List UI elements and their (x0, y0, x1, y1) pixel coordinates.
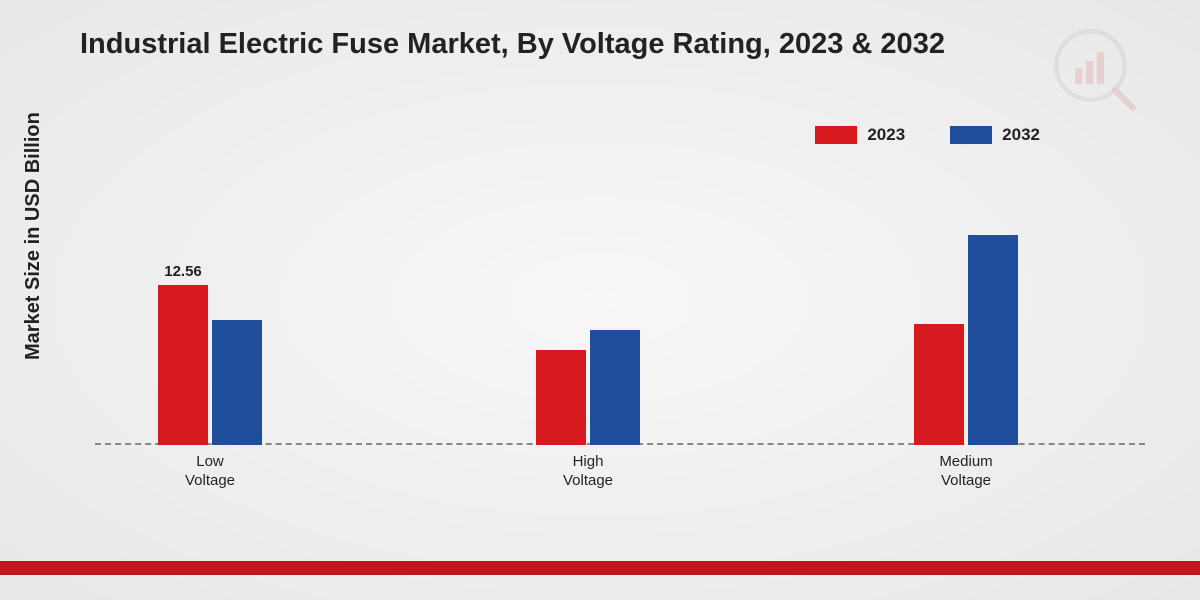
bar-value-label: 12.56 (164, 263, 202, 280)
bar (914, 324, 964, 445)
x-tick-label: HighVoltage (528, 453, 648, 491)
bar: 12.56 (158, 285, 208, 445)
bar (212, 320, 262, 445)
legend-swatch-2023 (815, 126, 857, 144)
x-tick-label: LowVoltage (150, 453, 270, 491)
legend-label-2032: 2032 (1002, 125, 1040, 145)
chart-title: Industrial Electric Fuse Market, By Volt… (80, 28, 945, 61)
bar (590, 330, 640, 445)
logo-handle (1115, 90, 1133, 108)
bar-group: HighVoltage (536, 330, 640, 445)
y-axis-label: Market Size in USD Billion (22, 112, 45, 360)
logo-bar-1 (1075, 68, 1082, 84)
logo-bar-3 (1097, 52, 1104, 84)
legend-swatch-2032 (950, 126, 992, 144)
logo-bar-2 (1086, 61, 1093, 84)
bar (536, 350, 586, 445)
legend-item-2032: 2032 (950, 125, 1040, 145)
legend-label-2023: 2023 (867, 125, 905, 145)
plot-area: 12.56LowVoltage HighVoltage MediumVoltage (95, 165, 1145, 445)
chart-legend: 2023 2032 (815, 125, 1040, 145)
brand-logo-watermark (1050, 25, 1140, 115)
footer-accent-bar (0, 561, 1200, 575)
legend-item-2023: 2023 (815, 125, 905, 145)
bar-group: MediumVoltage (914, 235, 1018, 445)
bar-group: 12.56LowVoltage (158, 285, 262, 445)
bar (968, 235, 1018, 445)
x-tick-label: MediumVoltage (906, 453, 1026, 491)
